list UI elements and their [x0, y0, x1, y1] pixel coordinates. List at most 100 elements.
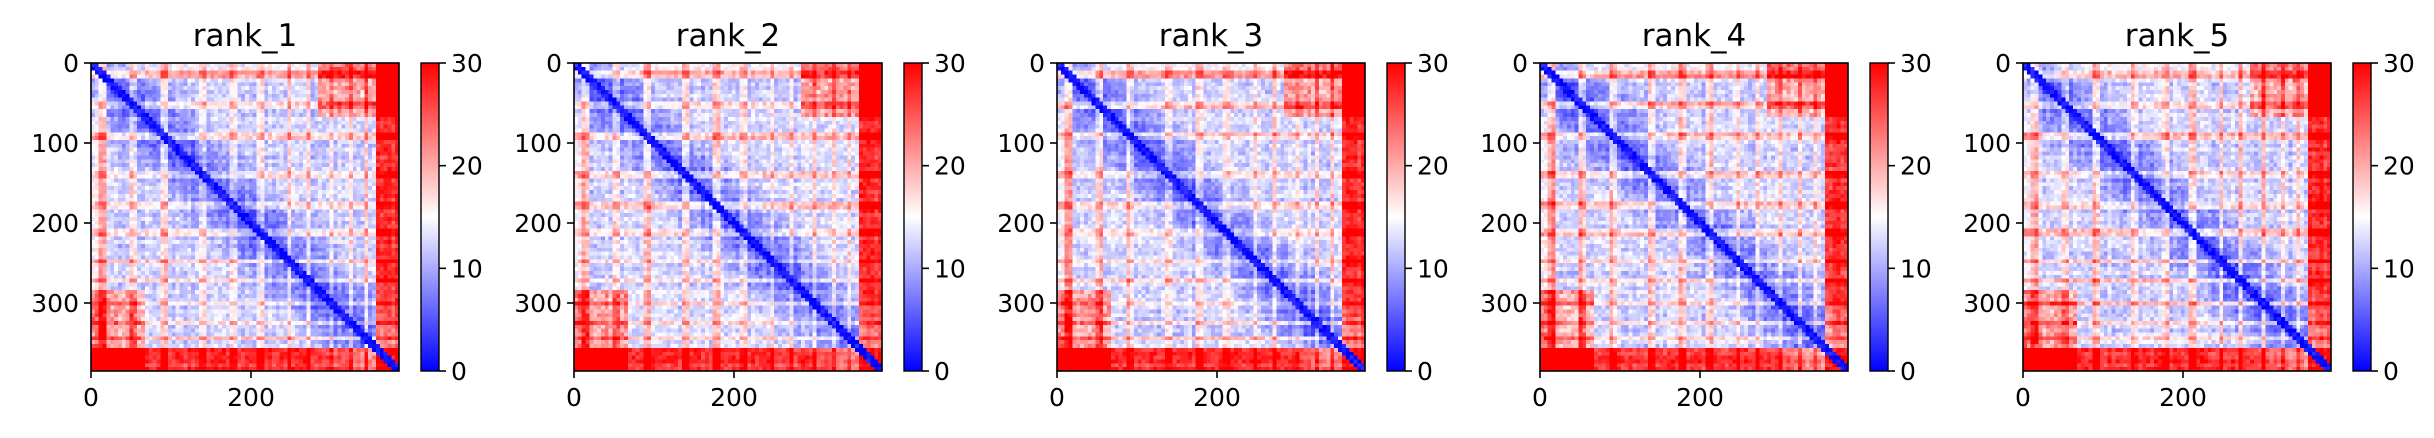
heatmap-cell: [245, 259, 249, 263]
heatmap-cell: [245, 236, 249, 240]
heatmap-cell: [233, 182, 237, 186]
heatmap-cell: [326, 132, 330, 136]
heatmap-cell: [364, 221, 368, 225]
heatmap-cell: [164, 279, 168, 283]
heatmap-cell: [183, 140, 187, 144]
heatmap-cell: [318, 71, 322, 75]
heatmap-cell: [137, 294, 141, 298]
heatmap-cell: [199, 202, 203, 206]
heatmap-cell: [372, 294, 376, 298]
heatmap-cell: [214, 121, 218, 125]
heatmap-cell: [376, 167, 380, 171]
heatmap-cell: [345, 136, 349, 140]
heatmap-cell: [272, 78, 276, 82]
heatmap-cell: [387, 194, 391, 198]
heatmap-cell: [168, 267, 172, 271]
heatmap-cell: [380, 209, 384, 213]
heatmap-cell: [253, 190, 257, 194]
heatmap-cell: [153, 232, 157, 236]
heatmap-cell: [187, 75, 191, 79]
heatmap-cell: [145, 121, 149, 125]
heatmap-cell: [106, 217, 110, 221]
heatmap-cell: [149, 256, 153, 260]
heatmap-cell: [245, 102, 249, 106]
heatmap-cell: [264, 263, 268, 267]
heatmap-cell: [314, 263, 318, 267]
heatmap-cell: [203, 259, 207, 263]
heatmap-cell: [334, 186, 338, 190]
heatmap-cell: [260, 190, 264, 194]
heatmap-cell: [195, 78, 199, 82]
heatmap-cell: [341, 290, 345, 294]
heatmap-cell: [245, 78, 249, 82]
heatmap-cell: [326, 82, 330, 86]
heatmap-cell: [257, 117, 261, 121]
heatmap-cell: [245, 113, 249, 117]
heatmap-cell: [322, 298, 326, 302]
heatmap-cell: [122, 209, 126, 213]
heatmap-cell: [203, 267, 207, 271]
heatmap-cell: [364, 86, 368, 90]
heatmap-cell: [387, 213, 391, 217]
heatmap-cell: [253, 182, 257, 186]
heatmap-cell: [195, 144, 199, 148]
heatmap-cell: [357, 271, 361, 275]
heatmap-cell: [191, 279, 195, 283]
heatmap-cell: [287, 94, 291, 98]
heatmap-cell: [341, 71, 345, 75]
heatmap-cell: [180, 109, 184, 113]
heatmap-cell: [330, 179, 334, 183]
heatmap-cell: [253, 194, 257, 198]
heatmap-cell: [376, 271, 380, 275]
heatmap-cell: [380, 194, 384, 198]
heatmap-cell: [372, 271, 376, 275]
heatmap-cell: [203, 140, 207, 144]
heatmap-cell: [222, 109, 226, 113]
heatmap-cell: [187, 202, 191, 206]
heatmap-cell: [106, 248, 110, 252]
heatmap-cell: [233, 102, 237, 106]
heatmap-cell: [233, 148, 237, 152]
heatmap-cell: [334, 263, 338, 267]
heatmap-cell: [337, 132, 341, 136]
heatmap-cell: [284, 190, 288, 194]
heatmap-cell: [237, 148, 241, 152]
heatmap-cell: [133, 298, 137, 302]
heatmap-cell: [126, 202, 130, 206]
heatmap-cell: [191, 71, 195, 75]
heatmap-cell: [334, 267, 338, 271]
heatmap-cell: [280, 163, 284, 167]
heatmap-cell: [372, 279, 376, 283]
heatmap-cell: [291, 229, 295, 233]
heatmap-cell: [341, 132, 345, 136]
heatmap-cell: [110, 155, 114, 159]
heatmap-cell: [187, 213, 191, 217]
heatmap-cell: [103, 182, 107, 186]
heatmap-cell: [230, 202, 234, 206]
heatmap-cell: [364, 125, 368, 129]
heatmap-cell: [164, 217, 168, 221]
heatmap-cell: [203, 82, 207, 86]
heatmap-cell: [249, 132, 253, 136]
heatmap-cell: [164, 109, 168, 113]
heatmap-cell: [345, 229, 349, 233]
heatmap-cell: [253, 244, 257, 248]
heatmap-cell: [341, 209, 345, 213]
heatmap-cell: [291, 263, 295, 267]
heatmap-cell: [122, 275, 126, 279]
heatmap-cell: [187, 82, 191, 86]
heatmap-cell: [391, 198, 395, 202]
heatmap-cell: [110, 78, 114, 82]
heatmap-cell: [307, 259, 311, 263]
heatmap-cell: [230, 117, 234, 121]
heatmap-cell: [326, 155, 330, 159]
heatmap-cell: [164, 90, 168, 94]
heatmap-cell: [245, 256, 249, 260]
heatmap-cell: [210, 194, 214, 198]
heatmap-cell: [110, 136, 114, 140]
heatmap-cell: [299, 163, 303, 167]
heatmap-cell: [114, 271, 118, 275]
heatmap-cell: [330, 71, 334, 75]
heatmap-cell: [133, 105, 137, 109]
heatmap-cell: [230, 67, 234, 71]
